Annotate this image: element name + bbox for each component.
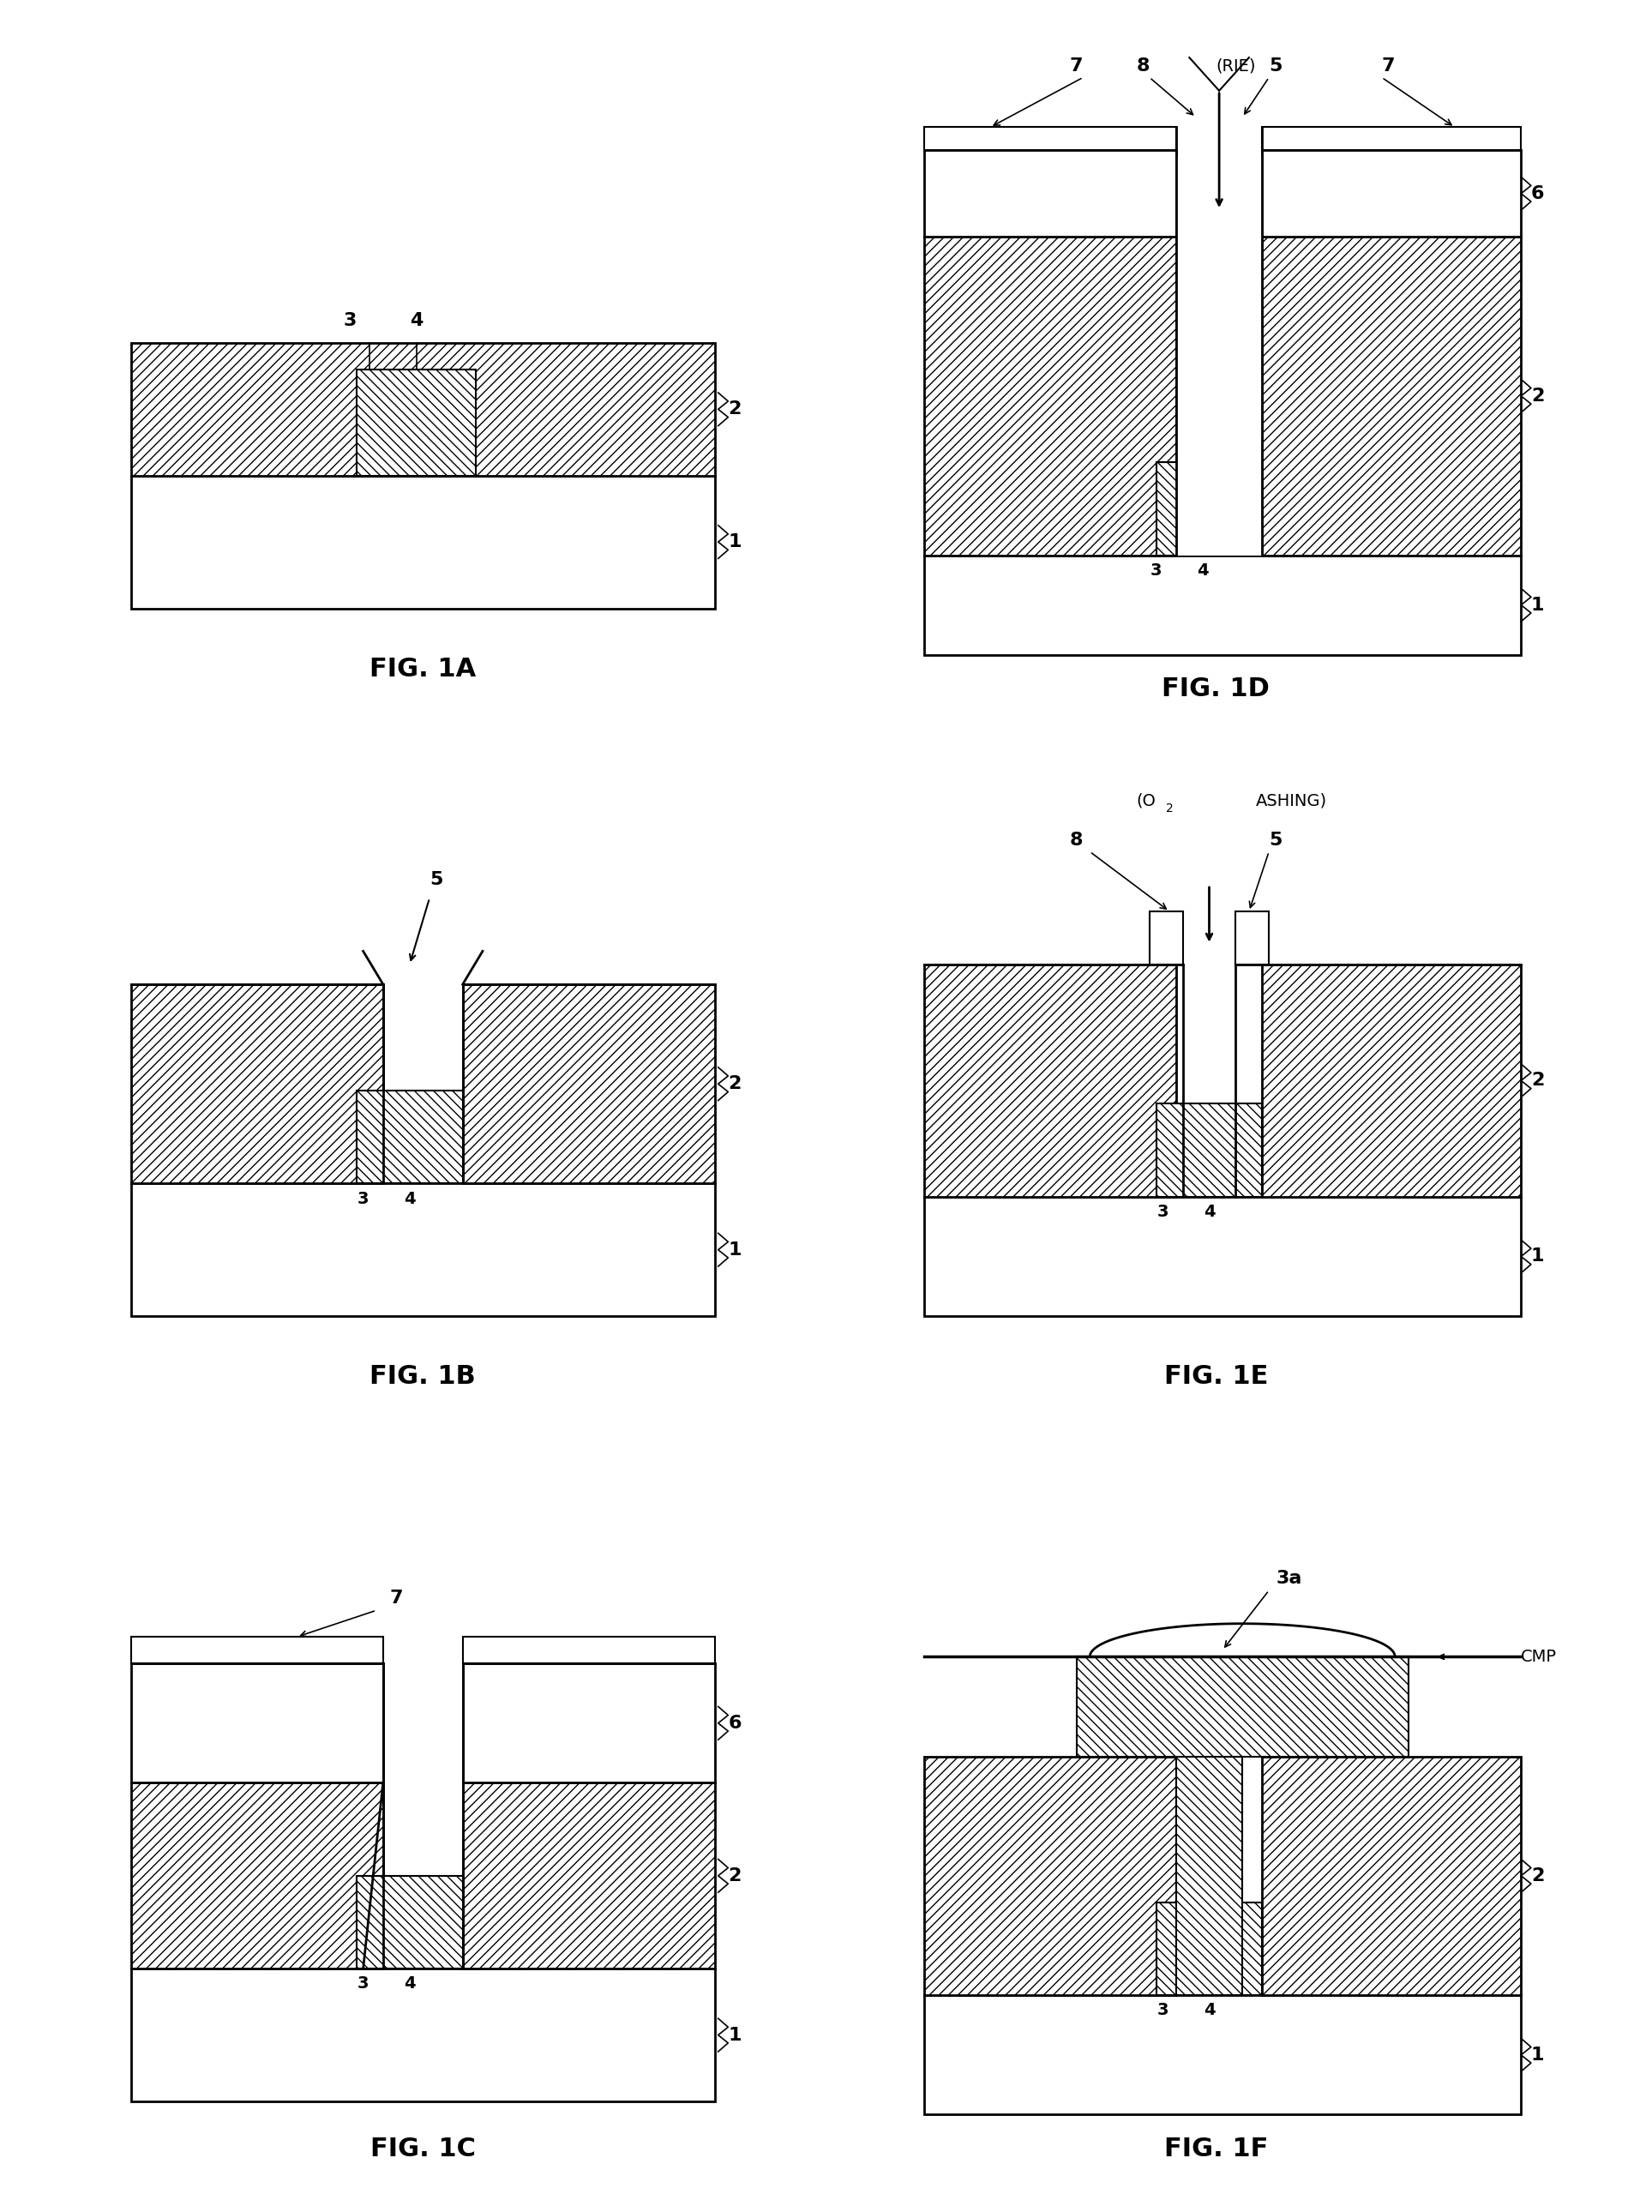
Bar xyxy=(1262,126,1521,150)
Bar xyxy=(923,237,1176,555)
Bar xyxy=(1262,150,1521,237)
Bar xyxy=(923,555,1521,655)
Bar xyxy=(131,1663,383,1783)
Bar xyxy=(131,476,715,608)
Text: FIG. 1F: FIG. 1F xyxy=(1163,2137,1267,2161)
Bar xyxy=(923,150,1176,237)
Text: 2: 2 xyxy=(729,1075,742,1093)
Text: 2: 2 xyxy=(1166,803,1173,814)
Bar xyxy=(131,343,715,476)
Text: 7: 7 xyxy=(390,1590,403,1608)
Text: 1: 1 xyxy=(729,533,742,551)
Text: 2: 2 xyxy=(729,400,742,418)
Text: FIG. 1D: FIG. 1D xyxy=(1161,677,1270,701)
Bar xyxy=(463,1783,715,1969)
Bar xyxy=(1262,1756,1521,1995)
Text: 6: 6 xyxy=(1531,186,1545,201)
Text: 3: 3 xyxy=(1156,1203,1168,1221)
Bar xyxy=(1150,911,1183,964)
Text: 1: 1 xyxy=(1531,1248,1545,1265)
Text: (O: (O xyxy=(1137,792,1156,810)
Text: 2: 2 xyxy=(729,1867,742,1885)
Bar xyxy=(1156,462,1262,555)
Bar xyxy=(1176,1756,1242,1995)
Bar xyxy=(357,1876,463,1969)
Bar xyxy=(1077,1657,1408,1756)
Text: 1: 1 xyxy=(1531,597,1545,613)
Text: 4: 4 xyxy=(403,1975,415,1993)
Text: FIG. 1A: FIG. 1A xyxy=(370,657,476,681)
Text: 7: 7 xyxy=(1381,58,1394,75)
Text: 3: 3 xyxy=(357,1190,368,1208)
Text: 2: 2 xyxy=(1531,1867,1545,1885)
Text: 1: 1 xyxy=(1531,2046,1545,2064)
Text: 3: 3 xyxy=(357,1975,368,1993)
Bar xyxy=(357,369,476,476)
Text: 3: 3 xyxy=(344,312,357,330)
Bar xyxy=(131,984,383,1183)
Text: 5: 5 xyxy=(430,872,443,889)
Text: FIG. 1C: FIG. 1C xyxy=(370,2137,476,2161)
Text: 4: 4 xyxy=(1203,2002,1216,2020)
Text: 4: 4 xyxy=(1196,562,1208,580)
Bar xyxy=(357,1091,463,1183)
Text: 4: 4 xyxy=(410,312,423,330)
Text: 5: 5 xyxy=(1269,832,1282,849)
Bar xyxy=(131,1783,383,1969)
Bar xyxy=(463,984,715,1183)
Bar xyxy=(1156,1902,1262,1995)
Bar xyxy=(131,1969,715,2101)
Text: 3: 3 xyxy=(1150,562,1161,580)
Text: ASHING): ASHING) xyxy=(1256,792,1327,810)
Bar xyxy=(923,964,1176,1197)
Text: 2: 2 xyxy=(1531,387,1545,405)
Text: 3a: 3a xyxy=(1275,1571,1302,1588)
Text: FIG. 1E: FIG. 1E xyxy=(1163,1365,1267,1389)
Bar xyxy=(463,1663,715,1783)
Bar xyxy=(923,1995,1521,2115)
Bar xyxy=(1176,157,1262,555)
Text: FIG. 1B: FIG. 1B xyxy=(370,1365,476,1389)
Text: 8: 8 xyxy=(1137,58,1150,75)
Text: 4: 4 xyxy=(1203,1203,1216,1221)
Text: CMP: CMP xyxy=(1521,1648,1558,1666)
Text: 1: 1 xyxy=(729,2026,742,2044)
Bar xyxy=(463,1637,715,1663)
Bar xyxy=(923,126,1176,150)
Bar xyxy=(131,1637,383,1663)
Text: 2: 2 xyxy=(1531,1073,1545,1088)
Text: 7: 7 xyxy=(1070,58,1084,75)
Bar xyxy=(1236,911,1269,964)
Bar xyxy=(1156,1104,1262,1197)
Text: 1: 1 xyxy=(729,1241,742,1259)
Text: 5: 5 xyxy=(1269,58,1282,75)
Bar xyxy=(923,1197,1521,1316)
Text: 6: 6 xyxy=(729,1714,742,1732)
Bar xyxy=(923,1756,1176,1995)
Bar xyxy=(1262,964,1521,1197)
Bar xyxy=(1262,237,1521,555)
Text: 4: 4 xyxy=(403,1190,415,1208)
Text: 8: 8 xyxy=(1070,832,1084,849)
Bar xyxy=(131,1183,715,1316)
Text: 3: 3 xyxy=(1156,2002,1168,2020)
Text: (RIE): (RIE) xyxy=(1216,58,1256,75)
